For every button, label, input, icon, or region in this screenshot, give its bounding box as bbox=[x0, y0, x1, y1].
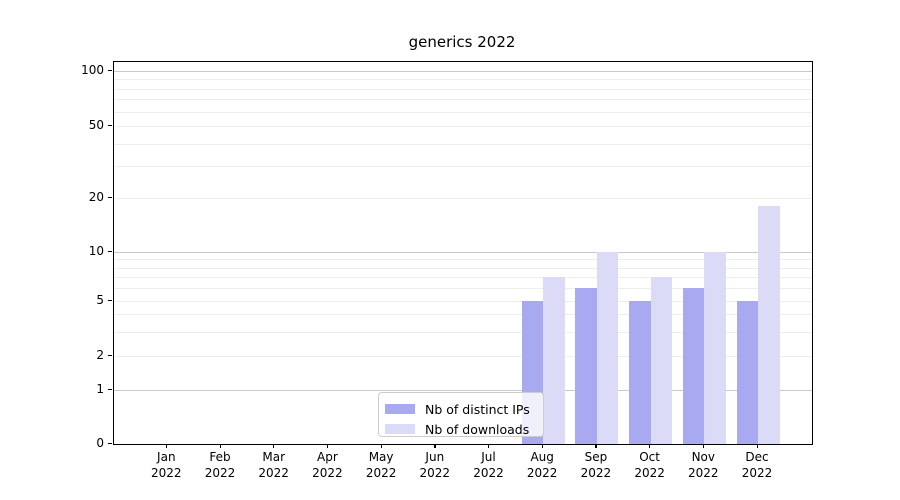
legend-label-downloads: Nb of downloads bbox=[425, 421, 530, 437]
x-tick-mark bbox=[380, 444, 382, 448]
minor-gridline bbox=[114, 277, 812, 279]
minor-gridline bbox=[114, 198, 812, 199]
x-tick-mark bbox=[219, 444, 221, 448]
plot-area: Nb of distinct IPs Nb of downloads bbox=[113, 61, 813, 445]
x-tick-label: Oct 2022 bbox=[634, 450, 665, 480]
legend-item-downloads: Nb of downloads bbox=[385, 419, 535, 439]
y-tick-label: 1 bbox=[96, 382, 104, 396]
y-tick-mark bbox=[108, 354, 112, 356]
y-tick-label: 2 bbox=[96, 348, 104, 362]
minor-gridline bbox=[114, 88, 812, 90]
minor-gridline bbox=[114, 143, 812, 145]
x-tick-mark bbox=[702, 444, 705, 448]
bar-distinct-ips-oct bbox=[629, 301, 651, 444]
x-tick-mark bbox=[488, 444, 490, 448]
minor-gridline bbox=[114, 331, 812, 333]
x-tick-label: Sep 2022 bbox=[580, 450, 612, 480]
x-tick-label: Jun 2022 bbox=[419, 450, 451, 480]
x-tick-label: May 2022 bbox=[365, 450, 397, 480]
legend-label-distinct-ips: Nb of distinct IPs bbox=[425, 401, 530, 417]
y-tick-mark bbox=[108, 442, 112, 444]
y-tick-label: 100 bbox=[81, 63, 104, 77]
legend-item-distinct-ips: Nb of distinct IPs bbox=[385, 399, 535, 419]
bar-distinct-ips-sep bbox=[575, 288, 597, 444]
minor-gridline bbox=[114, 288, 812, 290]
y-tick-label: 10 bbox=[88, 244, 104, 258]
minor-gridline bbox=[114, 267, 812, 269]
y-tick-mark bbox=[108, 196, 112, 198]
x-tick-mark bbox=[165, 444, 168, 448]
major-gridline bbox=[114, 390, 812, 391]
bar-downloads-aug bbox=[543, 277, 565, 444]
y-tick-label: 50 bbox=[88, 118, 104, 132]
x-tick-mark bbox=[273, 444, 275, 448]
y-tick-label: 20 bbox=[88, 190, 104, 204]
major-gridline bbox=[114, 71, 812, 72]
y-tick-mark bbox=[108, 250, 112, 252]
x-tick-label: Mar 2022 bbox=[258, 450, 289, 480]
bar-downloads-nov bbox=[704, 252, 726, 444]
x-tick-mark bbox=[326, 444, 329, 448]
minor-gridline bbox=[114, 99, 812, 101]
legend-swatch-downloads bbox=[385, 424, 415, 434]
x-tick-label: Nov 2022 bbox=[688, 450, 719, 480]
x-tick-mark bbox=[541, 444, 543, 448]
bar-distinct-ips-dec bbox=[736, 301, 758, 444]
y-tick-mark bbox=[108, 299, 112, 301]
y-tick-mark bbox=[108, 388, 112, 390]
x-tick-mark bbox=[595, 444, 597, 448]
minor-gridline bbox=[114, 111, 812, 113]
major-gridline bbox=[114, 252, 812, 253]
y-tick-label: 0 bbox=[96, 436, 104, 450]
bar-distinct-ips-nov bbox=[682, 288, 705, 444]
minor-gridline bbox=[114, 259, 812, 261]
y-tick-mark bbox=[108, 124, 112, 126]
minor-gridline bbox=[114, 356, 812, 357]
minor-gridline bbox=[114, 301, 812, 302]
x-tick-mark bbox=[756, 444, 758, 448]
chart-title: generics 2022 bbox=[408, 33, 516, 51]
x-tick-label: Feb 2022 bbox=[204, 450, 236, 480]
y-tick-label: 5 bbox=[96, 293, 104, 307]
y-tick-mark bbox=[108, 69, 112, 71]
x-tick-mark bbox=[434, 444, 436, 448]
minor-gridline bbox=[114, 126, 812, 127]
x-tick-label: Aug 2022 bbox=[526, 450, 558, 480]
x-tick-label: Jul 2022 bbox=[473, 450, 504, 480]
bar-downloads-oct bbox=[650, 277, 673, 444]
x-tick-label: Dec 2022 bbox=[741, 450, 773, 480]
x-tick-mark bbox=[649, 444, 651, 448]
minor-gridline bbox=[114, 79, 812, 81]
bar-downloads-dec bbox=[758, 206, 780, 444]
x-tick-label: Jan 2022 bbox=[151, 450, 182, 480]
minor-gridline bbox=[114, 314, 812, 316]
bar-downloads-sep bbox=[596, 252, 619, 444]
x-tick-label: Apr 2022 bbox=[312, 450, 343, 480]
minor-gridline bbox=[114, 166, 812, 168]
legend: Nb of distinct IPs Nb of downloads bbox=[378, 392, 544, 437]
legend-swatch-distinct-ips bbox=[385, 404, 415, 414]
